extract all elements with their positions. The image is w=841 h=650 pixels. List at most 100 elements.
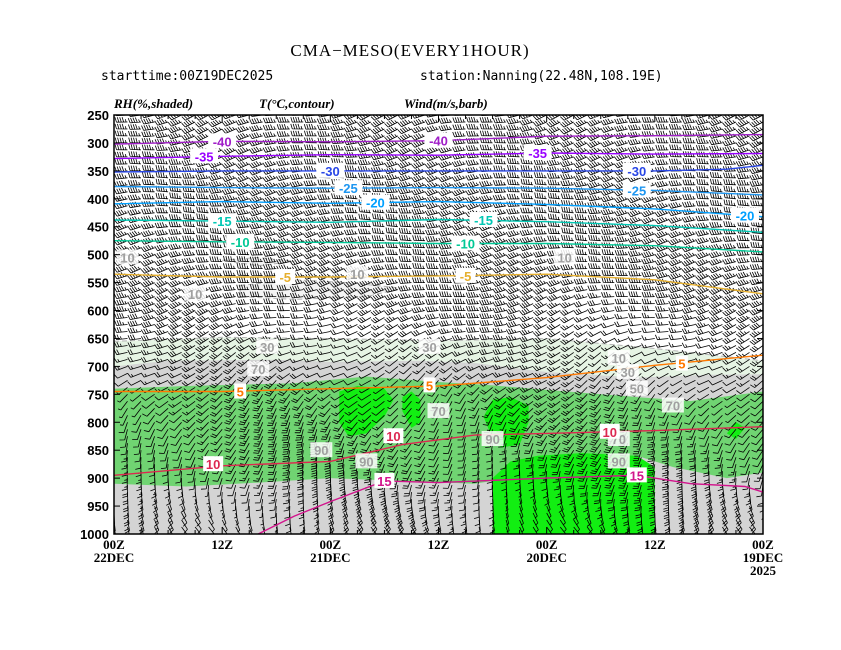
wind-barb-879 — [723, 228, 737, 235]
wind-barb-882 — [114, 240, 115, 242]
wind-barb-786 — [127, 223, 142, 231]
wind-barb-1025 — [708, 251, 723, 259]
wind-barb-2207 — [132, 429, 142, 440]
wind-barb-2505 — [187, 471, 196, 483]
wind-barb-2383 — [525, 450, 534, 462]
temperature-contour-layer — [114, 133, 763, 534]
rh-legend-header: RH(%,shaded) — [113, 96, 193, 111]
wind-barb-462 — [384, 173, 398, 181]
wind-barb-2072 — [292, 408, 304, 419]
wind-barb-1077 — [750, 256, 763, 263]
rh-contour-label-8: 50 — [630, 382, 644, 397]
wind-barb-226 — [506, 137, 520, 144]
wind-barb-669 — [534, 199, 547, 207]
wind-barb-2295 — [661, 436, 669, 448]
wind-barb-2573 — [442, 477, 453, 489]
wind-barb-2124 — [331, 415, 345, 425]
wind-barb-601 — [275, 195, 290, 203]
wind-barb-2986 — [736, 533, 737, 534]
wind-barb-1624 — [195, 345, 209, 353]
wind-barb-1050 — [384, 256, 398, 263]
wind-barb-104 — [181, 126, 196, 134]
wind-barb-905 — [412, 235, 426, 242]
wind-barb-1246 — [384, 285, 398, 293]
wind-barb-102 — [154, 125, 169, 132]
wind-barb-728 — [668, 209, 683, 217]
wind-barb-1259 — [559, 286, 574, 294]
wind-barb-998 — [343, 251, 358, 259]
wind-barb-1549 — [505, 328, 520, 335]
wind-barb-2522 — [414, 470, 426, 482]
wind-barb-2504 — [175, 471, 182, 484]
wind-barb-1361 — [614, 298, 628, 305]
wind-barb-1178 — [127, 279, 142, 287]
wind-barb-1184 — [208, 278, 223, 285]
wind-barb-2088 — [507, 408, 520, 417]
temperature-label-9: -20 — [736, 209, 755, 224]
temperature-label-bg-13 — [451, 235, 480, 251]
wind-barb-1071 — [668, 258, 683, 267]
wind-barb-77 — [479, 116, 493, 123]
wind-barb-2293 — [632, 436, 642, 448]
wind-barb-1123 — [708, 265, 723, 274]
wind-barb-924 — [668, 237, 683, 246]
wind-barb-844 — [249, 229, 263, 236]
wind-barb-467 — [451, 174, 466, 182]
wind-barb-388 — [709, 158, 723, 165]
wind-barb-1109 — [519, 265, 534, 274]
wind-barb-864 — [519, 229, 534, 236]
wind-barb-1602 — [560, 338, 574, 345]
wind-barb-1046 — [330, 258, 345, 267]
wind-barb-1601 — [546, 338, 561, 345]
wind-barb-1469 — [749, 315, 763, 324]
wind-barb-88 — [628, 117, 642, 124]
wind-barb-2413 — [267, 457, 277, 469]
wind-barb-2736 — [663, 499, 669, 512]
wind-barb-2263 — [224, 435, 237, 446]
wind-barb-2096 — [617, 408, 629, 419]
wind-barb-1301 — [465, 291, 480, 298]
wind-barb-419 — [465, 166, 480, 174]
wind-barb-146 — [749, 126, 763, 135]
wind-barb-797 — [275, 223, 290, 232]
wind-barb-2268 — [295, 436, 304, 448]
wind-barb-2172 — [320, 422, 331, 433]
wind-barb-313 — [357, 152, 371, 159]
wind-barb-1606 — [613, 337, 628, 343]
wind-barb-2338 — [575, 442, 588, 453]
wind-barb-2381 — [499, 450, 507, 463]
wind-barb-2469 — [363, 464, 372, 476]
wind-barb-619 — [520, 192, 534, 200]
wind-barb-533 — [682, 179, 696, 186]
wind-barb-1057 — [478, 258, 493, 266]
wind-barb-2212 — [196, 429, 209, 438]
wind-barb-2386 — [562, 449, 575, 460]
wind-barb-649 — [262, 202, 277, 211]
wind-barb-1772 — [209, 366, 223, 374]
wind-barb-685 — [750, 200, 763, 207]
wind-barb-1899 — [602, 380, 615, 390]
wind-barb-555 — [317, 186, 331, 193]
wind-barb-977 — [722, 243, 737, 250]
wind-barb-1871 — [223, 380, 237, 390]
wind-barb-520 — [507, 179, 520, 186]
rh-contour-label-13: 90 — [314, 443, 328, 458]
wind-barb-867 — [561, 227, 574, 235]
wind-barb-1305 — [519, 294, 534, 302]
wind-barb-375 — [533, 158, 547, 165]
wind-barb-1854 — [656, 373, 669, 380]
wind-barb-233 — [600, 140, 615, 148]
wind-barb-2182 — [457, 422, 466, 434]
wind-barb-127 — [493, 124, 507, 130]
wind-barb-2175 — [358, 422, 372, 431]
wind-barb-228 — [533, 138, 547, 146]
wind-barb-2532 — [552, 471, 561, 483]
wind-barb-164 — [330, 131, 344, 138]
wind-barb-428 — [586, 167, 601, 176]
wind-barb-451 — [235, 175, 250, 183]
wind-barb-333 — [627, 153, 642, 161]
wind-barb-2115 — [210, 415, 223, 424]
wind-barb-1331 — [208, 300, 223, 308]
wind-barb-2012 — [141, 400, 155, 409]
wind-barb-780 — [709, 214, 723, 221]
